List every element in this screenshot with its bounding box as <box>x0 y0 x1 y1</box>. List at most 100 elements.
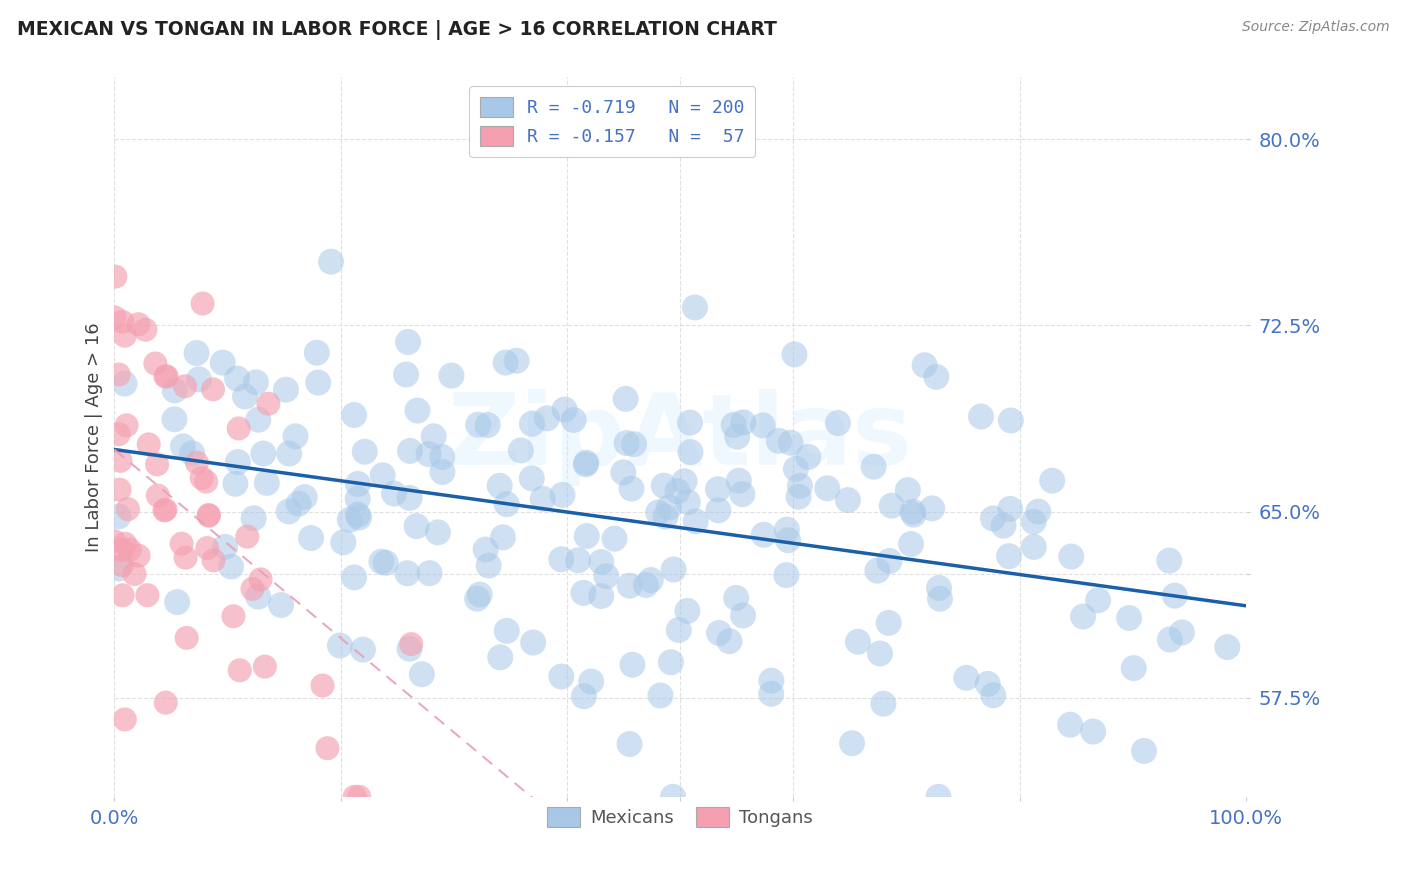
Text: ZipAtlas: ZipAtlas <box>447 389 912 485</box>
Point <box>395 368 418 382</box>
Point <box>257 397 280 411</box>
Point <box>242 582 264 596</box>
Point <box>778 533 800 548</box>
Point <box>195 541 218 555</box>
Point <box>399 637 422 651</box>
Point <box>1026 505 1049 519</box>
Point <box>658 500 681 515</box>
Point <box>299 531 322 545</box>
Point <box>901 505 924 519</box>
Point <box>346 491 368 506</box>
Point <box>1071 609 1094 624</box>
Point <box>136 588 159 602</box>
Point <box>495 497 517 511</box>
Point <box>768 434 790 448</box>
Point <box>1060 549 1083 564</box>
Point <box>347 510 370 524</box>
Point <box>398 641 420 656</box>
Point <box>114 537 136 551</box>
Point <box>575 456 598 470</box>
Point <box>107 509 129 524</box>
Point <box>108 483 131 497</box>
Point <box>761 687 783 701</box>
Point <box>474 542 496 557</box>
Point <box>347 477 370 491</box>
Point <box>343 789 366 804</box>
Point <box>779 435 801 450</box>
Point <box>181 446 204 460</box>
Point <box>925 369 948 384</box>
Point <box>869 647 891 661</box>
Point <box>619 737 641 751</box>
Point <box>406 403 429 417</box>
Point <box>411 667 433 681</box>
Point <box>998 501 1021 516</box>
Point <box>311 678 333 692</box>
Point <box>647 506 669 520</box>
Point <box>153 503 176 517</box>
Point <box>1022 540 1045 554</box>
Point <box>278 446 301 460</box>
Point <box>707 503 730 517</box>
Point <box>228 421 250 435</box>
Point <box>492 530 515 544</box>
Point <box>371 468 394 483</box>
Point <box>224 476 246 491</box>
Point <box>1000 413 1022 427</box>
Point <box>731 487 754 501</box>
Point <box>111 558 134 573</box>
Point <box>247 413 270 427</box>
Point <box>396 566 419 581</box>
Point <box>815 481 838 495</box>
Point <box>718 634 741 648</box>
Point <box>343 408 366 422</box>
Point <box>478 558 501 573</box>
Point <box>146 458 169 472</box>
Point <box>467 417 489 432</box>
Point <box>245 376 267 390</box>
Point <box>252 446 274 460</box>
Point <box>115 418 138 433</box>
Point <box>520 471 543 485</box>
Point <box>233 390 256 404</box>
Point <box>776 523 799 537</box>
Point <box>1081 724 1104 739</box>
Point <box>226 455 249 469</box>
Point <box>430 450 453 464</box>
Point <box>347 789 370 804</box>
Point <box>176 631 198 645</box>
Point <box>662 562 685 576</box>
Point <box>495 624 517 638</box>
Point <box>679 445 702 459</box>
Point <box>520 417 543 431</box>
Point <box>981 688 1004 702</box>
Point <box>650 689 672 703</box>
Point <box>418 566 440 581</box>
Text: MEXICAN VS TONGAN IN LABOR FORCE | AGE > 16 CORRELATION CHART: MEXICAN VS TONGAN IN LABOR FORCE | AGE >… <box>17 20 776 39</box>
Point <box>927 789 949 804</box>
Point <box>752 527 775 541</box>
Point <box>666 484 689 499</box>
Point <box>509 443 531 458</box>
Point <box>214 540 236 554</box>
Point <box>522 635 544 649</box>
Point <box>111 543 134 558</box>
Point <box>226 371 249 385</box>
Point <box>222 609 245 624</box>
Point <box>1022 515 1045 529</box>
Text: Source: ZipAtlas.com: Source: ZipAtlas.com <box>1241 20 1389 34</box>
Point <box>440 368 463 383</box>
Point <box>955 671 977 685</box>
Point <box>174 379 197 393</box>
Point <box>572 586 595 600</box>
Point <box>928 581 950 595</box>
Y-axis label: In Labor Force | Age > 16: In Labor Force | Age > 16 <box>86 322 103 552</box>
Point <box>683 301 706 315</box>
Point <box>111 315 134 329</box>
Point <box>352 642 374 657</box>
Point <box>862 459 884 474</box>
Point <box>652 478 675 492</box>
Point <box>110 454 132 468</box>
Point <box>621 657 644 672</box>
Point <box>332 535 354 549</box>
